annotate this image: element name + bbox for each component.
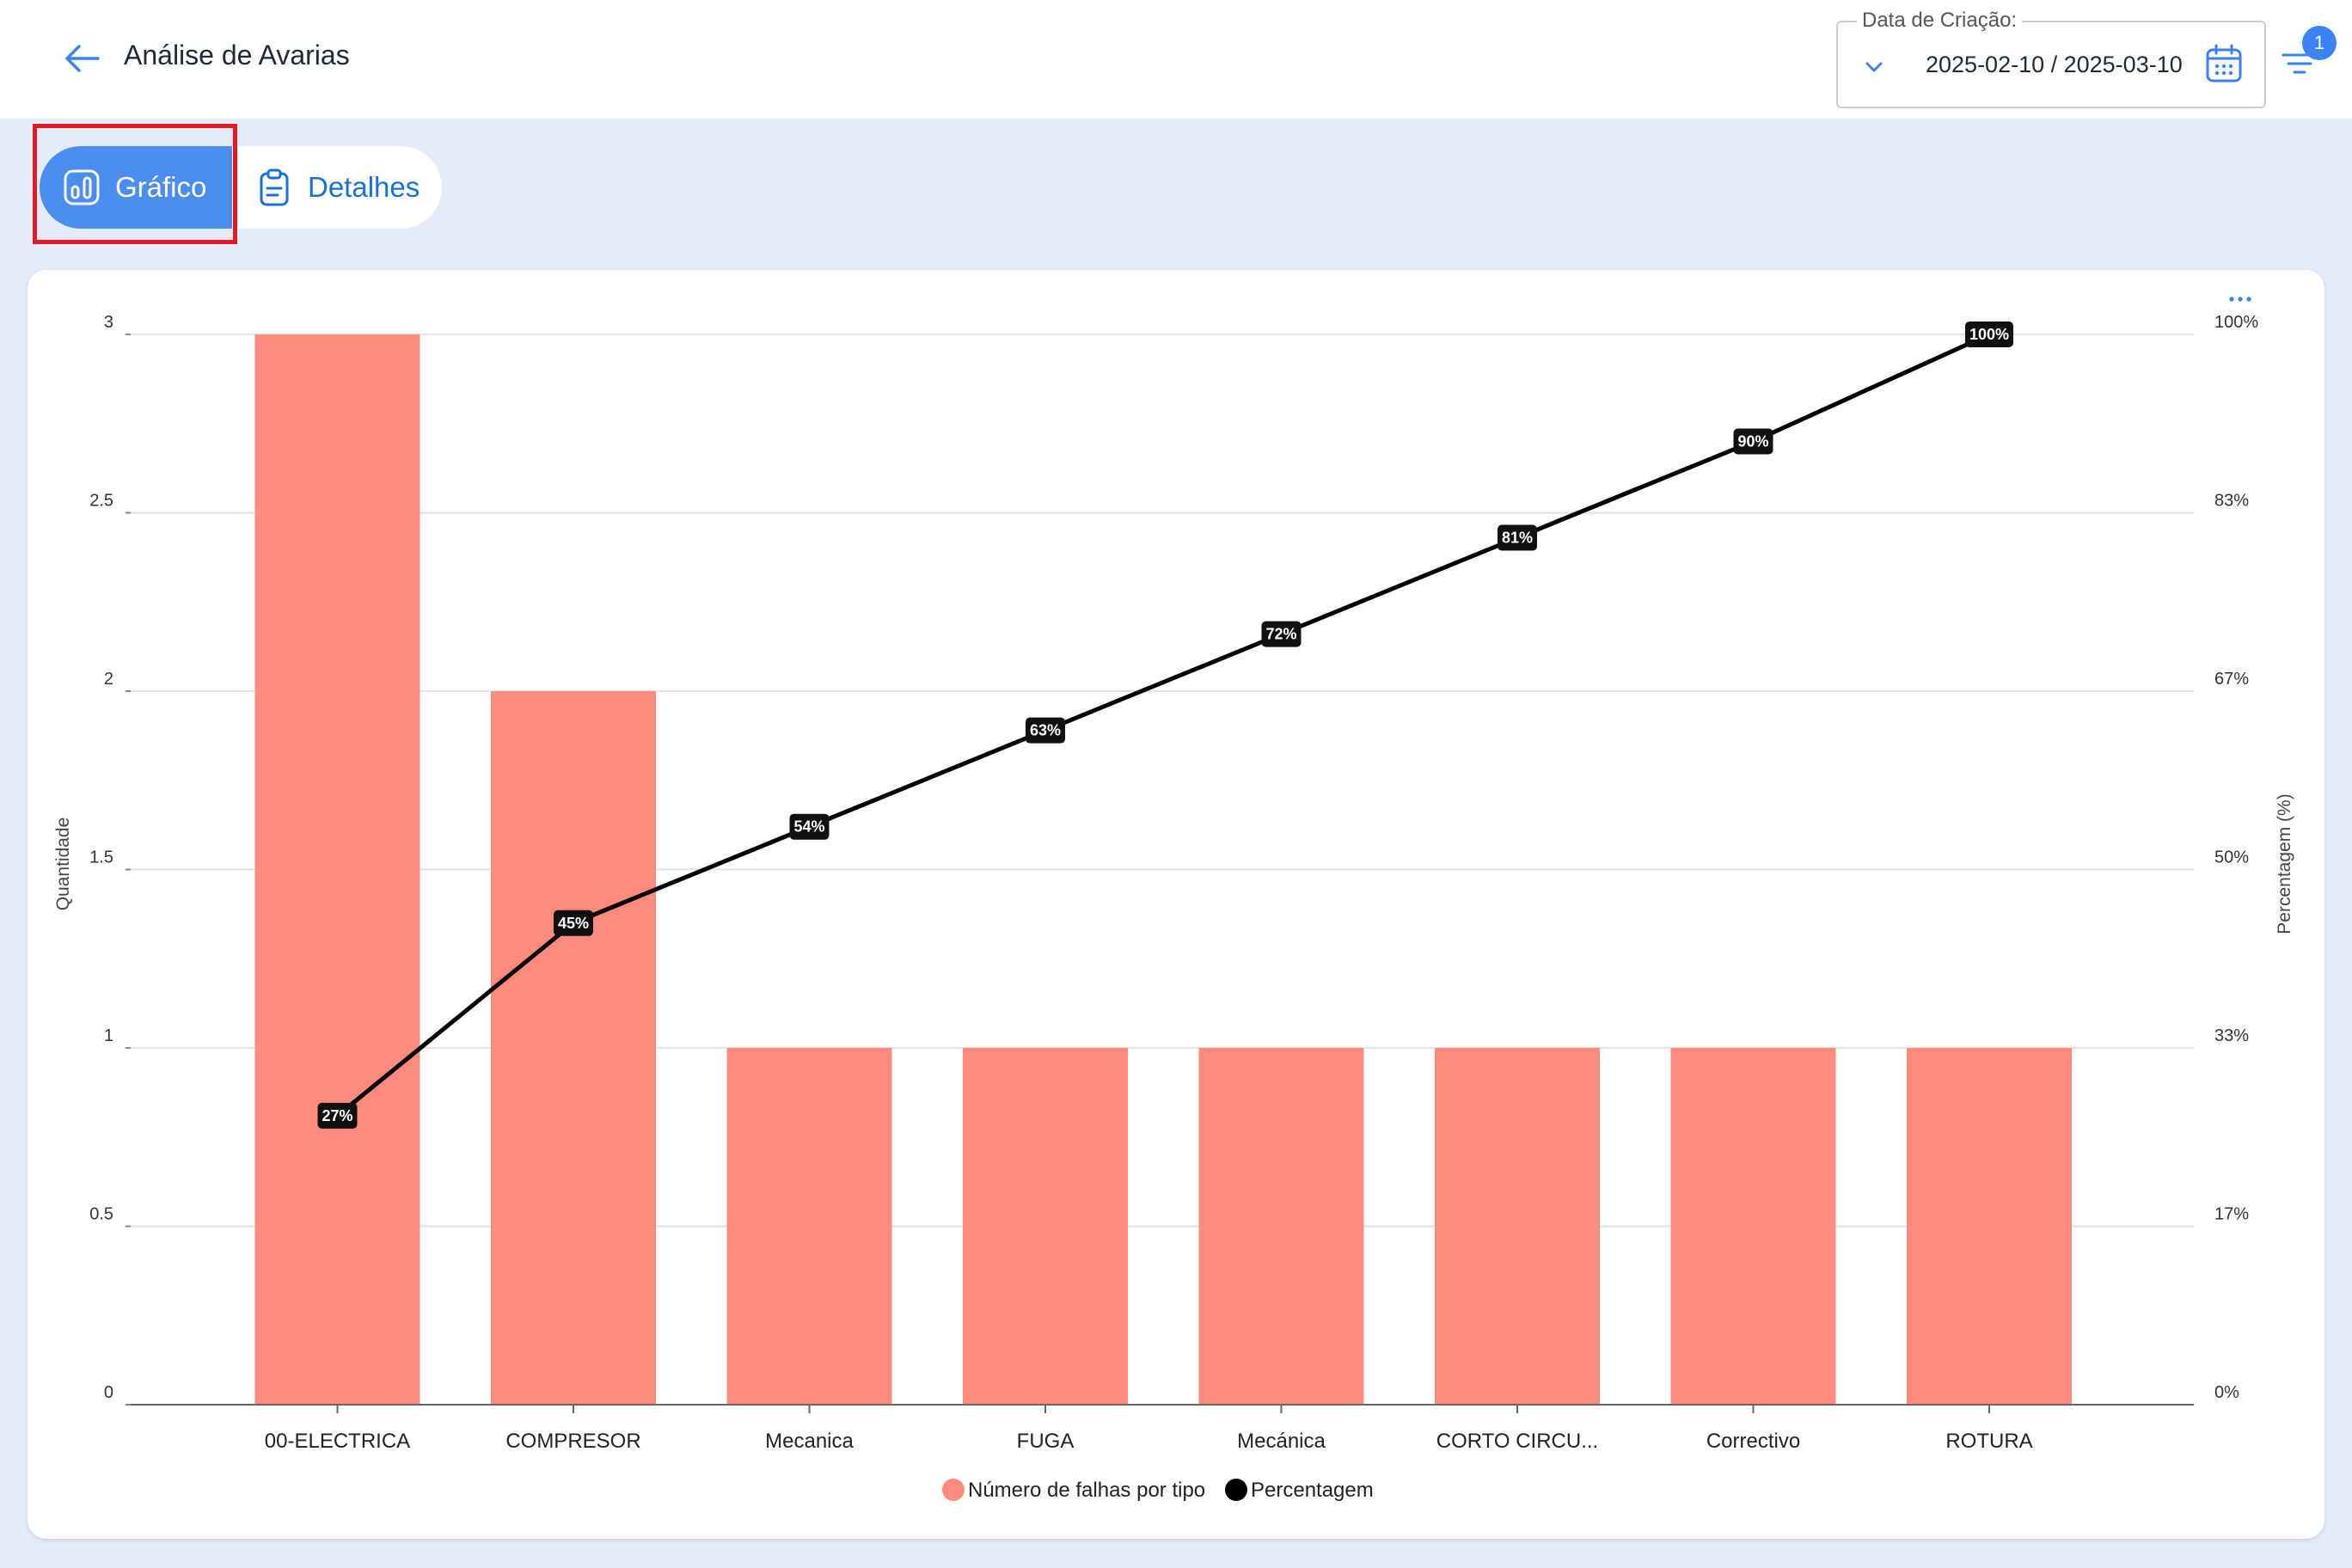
x-tick-label: CORTO CIRCU... (1436, 1430, 1598, 1453)
bar-series (254, 334, 2072, 1405)
percent-label: 27% (322, 1107, 352, 1124)
percent-label: 45% (558, 915, 589, 932)
tab-detalhes[interactable]: Detalhes (246, 146, 442, 229)
bar (1435, 1048, 1600, 1405)
more-horizontal-icon (2229, 297, 2251, 302)
legend-label-line: Percentagem (1251, 1479, 1374, 1502)
y-right-tick-label: 0% (2214, 1383, 2239, 1402)
bar (254, 334, 420, 1405)
bar (963, 1048, 1128, 1405)
percent-label: 72% (1265, 626, 1296, 643)
legend-label-bars: Número de falhas por tipo (968, 1479, 1205, 1502)
calendar-icon[interactable] (2204, 43, 2244, 84)
percent-label: 90% (1737, 433, 1768, 450)
percent-label-bg (1026, 717, 1065, 744)
percent-label-bg (1498, 524, 1537, 551)
percent-label: 54% (793, 818, 824, 836)
y-right-tick-label: 17% (2214, 1205, 2249, 1224)
bar (726, 1048, 892, 1405)
x-tick-label: Mecánica (1237, 1430, 1326, 1453)
x-tick-label: Mecanica (765, 1430, 854, 1453)
bar-chart-icon (64, 169, 100, 205)
y-right-tick-label: 83% (2214, 492, 2249, 511)
percent-label-bg (1261, 621, 1302, 647)
y-right-tick-label: 67% (2214, 670, 2249, 689)
y-tick-label: 2 (104, 670, 113, 689)
percent-label: 63% (1030, 722, 1061, 739)
bar (1198, 1048, 1364, 1405)
y-right-tick-label: 50% (2214, 848, 2249, 867)
percent-label: 81% (1502, 530, 1533, 547)
y-tick-label: 0.5 (89, 1205, 113, 1224)
tab-grafico[interactable]: Gráfico (40, 146, 232, 229)
percent-label-bg (554, 910, 593, 936)
percent-line (335, 332, 1991, 1118)
y-tick-label: 1 (104, 1026, 113, 1045)
y-tick-label: 3 (104, 313, 113, 332)
chart-legend: Número de falhas por tipo Percentagem (942, 1479, 1374, 1502)
x-axis: 00-ELECTRICA COMPRESOR Mecanica FUGA Mecánic… (131, 1404, 2194, 1453)
y-right-tick-label: 33% (2214, 1026, 2249, 1045)
top-bar: Análise de Avarias Data de Criação: 2025… (0, 0, 2352, 119)
back-button[interactable] (58, 38, 107, 79)
x-tick-label: ROTURA (1945, 1430, 2032, 1453)
clipboard-icon (260, 168, 289, 206)
percent-label: 100% (1969, 326, 2009, 343)
arrow-left-icon (65, 45, 100, 72)
percent-label-bg (317, 1102, 358, 1129)
bar (1670, 1048, 1836, 1405)
legend-swatch-bars (942, 1479, 965, 1501)
x-tick-label: 00-ELECTRICA (265, 1430, 410, 1453)
bar (491, 691, 656, 1405)
chart-menu-button[interactable] (2225, 284, 2256, 315)
y-right-tick-label: 100% (2214, 313, 2258, 332)
percent-label-bg (1733, 428, 1773, 455)
date-range-value: 2025-02-10 / 2025-03-10 (1926, 52, 2183, 77)
tab-detalhes-label: Detalhes (308, 171, 420, 203)
filter-count-badge: 1 (2302, 26, 2337, 60)
date-range-field[interactable]: Data de Criação: 2025-02-10 / 2025-03-10 (1836, 9, 2266, 108)
percent-labels: 27% 45% 54% 63% 72% 81% 90% 100% (317, 322, 2013, 1129)
line-series (335, 332, 1991, 1118)
left-axis-ticks: 0 0.5 1 1.5 2 2.5 3 (89, 313, 131, 1406)
y-tick-label: 2.5 (89, 492, 113, 511)
percent-label-bg (1965, 322, 2013, 347)
y-axis-title: Quantidade (53, 818, 73, 911)
x-tick-label: Correctivo (1706, 1430, 1800, 1453)
y-tick-label: 0 (104, 1383, 113, 1402)
bar (1907, 1048, 2072, 1405)
tab-grafico-label: Gráfico (115, 171, 207, 203)
y-tick-label: 1.5 (89, 848, 113, 867)
x-tick-label: COMPRESOR (505, 1430, 640, 1453)
view-tabs: Gráfico Detalhes (40, 146, 442, 229)
date-range-label: Data de Criação: (1857, 9, 2023, 33)
chevron-down-icon[interactable] (1862, 55, 1886, 79)
y-axis-right-title: Percentagem (%) (2275, 793, 2294, 934)
right-axis-ticks: 0% 17% 33% 50% 67% 83% 100% (2214, 313, 2258, 1402)
grid-lines (131, 334, 2194, 1228)
legend-swatch-line (1225, 1479, 1247, 1501)
percent-label-bg (789, 813, 830, 840)
x-tick-label: FUGA (1017, 1430, 1075, 1453)
page-title: Análise de Avarias (124, 40, 350, 70)
